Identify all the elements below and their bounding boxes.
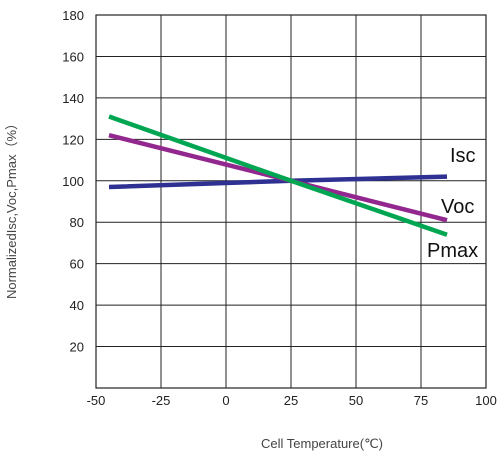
x-tick-label: 75	[414, 393, 428, 408]
y-axis-label: NormalizedIsc,Voc,Pmax（%）	[4, 117, 19, 299]
x-tick-label: 50	[349, 393, 363, 408]
series-label-voc: Voc	[441, 196, 474, 218]
y-tick-label: 120	[62, 132, 84, 147]
y-tick-label: 80	[70, 215, 84, 230]
series-label-isc: Isc	[450, 145, 476, 167]
x-tick-labels: -50 -25 0 25 50 75 100	[87, 393, 497, 408]
y-tick-label: 140	[62, 91, 84, 106]
grid	[95, 14, 487, 389]
series-label-pmax: Pmax	[427, 240, 478, 262]
y-tick-label: 100	[62, 174, 84, 189]
y-tick-label: 20	[70, 340, 84, 355]
y-tick-label: 160	[62, 49, 84, 64]
y-tick-label: 60	[70, 257, 84, 272]
x-tick-label: 100	[475, 393, 497, 408]
x-tick-label: -25	[152, 393, 171, 408]
series-labels: Isc Voc Pmax	[427, 145, 478, 262]
y-tick-label: 180	[62, 8, 84, 23]
y-tick-label: 40	[70, 298, 84, 313]
x-tick-label: 25	[284, 393, 298, 408]
series-lines	[108, 114, 448, 237]
x-tick-label: 0	[222, 393, 229, 408]
series-line-pmax	[108, 114, 448, 237]
y-tick-labels: 20 40 60 80 100 120 140 160 180	[62, 8, 84, 355]
x-axis-label: Cell Temperature(℃)	[261, 436, 383, 451]
x-tick-label: -50	[87, 393, 106, 408]
